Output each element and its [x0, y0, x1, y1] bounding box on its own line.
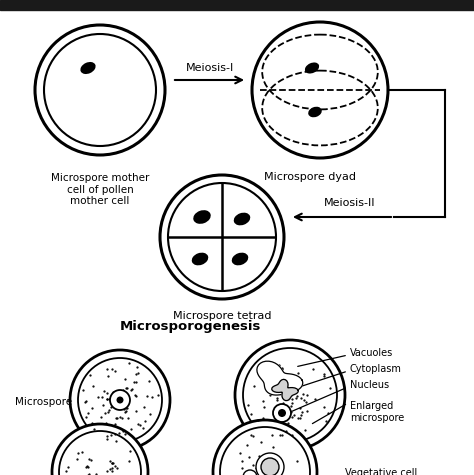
Bar — [0, 0, 474, 10]
Circle shape — [256, 453, 284, 475]
Circle shape — [213, 420, 317, 475]
Text: Microspore dyad: Microspore dyad — [264, 172, 356, 182]
Text: Meiosis-I: Meiosis-I — [186, 63, 234, 73]
Text: Microsporogenesis: Microsporogenesis — [119, 320, 261, 333]
Text: Microspore mother
cell of pollen
mother cell: Microspore mother cell of pollen mother … — [51, 173, 149, 206]
Text: Cytoplasm: Cytoplasm — [350, 364, 402, 374]
Text: Vacuoles: Vacuoles — [350, 348, 393, 358]
Circle shape — [70, 350, 170, 450]
Circle shape — [278, 409, 286, 417]
Ellipse shape — [81, 62, 96, 74]
Ellipse shape — [232, 253, 248, 266]
Circle shape — [110, 390, 130, 410]
Ellipse shape — [192, 253, 208, 266]
Ellipse shape — [305, 63, 319, 74]
Circle shape — [273, 404, 291, 422]
Text: Microspore tetrad: Microspore tetrad — [173, 311, 271, 321]
Ellipse shape — [234, 213, 250, 225]
Text: Nucleus: Nucleus — [350, 380, 389, 390]
Text: Vegetative cell: Vegetative cell — [345, 468, 417, 475]
Circle shape — [117, 397, 124, 403]
Circle shape — [243, 470, 257, 475]
Polygon shape — [272, 380, 298, 400]
Ellipse shape — [193, 210, 211, 224]
Text: Meiosis-II: Meiosis-II — [324, 198, 376, 208]
Text: Enlarged
microspore: Enlarged microspore — [350, 401, 404, 423]
Circle shape — [261, 458, 279, 475]
Ellipse shape — [308, 107, 322, 117]
Circle shape — [235, 340, 345, 450]
Text: Microspore: Microspore — [15, 397, 72, 407]
Circle shape — [252, 22, 388, 158]
Circle shape — [160, 175, 284, 299]
Circle shape — [35, 25, 165, 155]
Polygon shape — [257, 361, 303, 395]
Circle shape — [52, 424, 148, 475]
